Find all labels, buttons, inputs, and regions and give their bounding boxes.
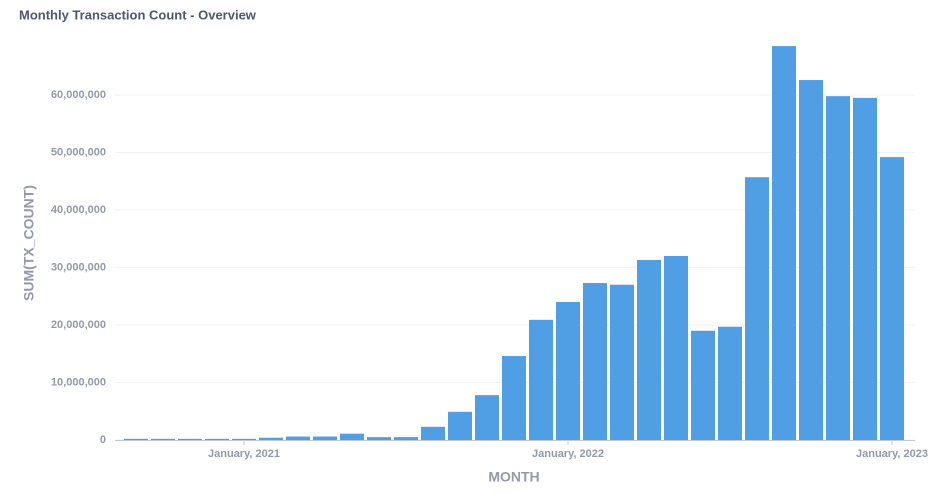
bar [556, 302, 580, 440]
bar [124, 438, 148, 440]
x-tick-label: January, 2022 [532, 448, 604, 460]
bar [664, 256, 688, 440]
chart-title: Monthly Transaction Count - Overview [19, 7, 257, 22]
bar [772, 46, 796, 440]
bar [286, 436, 310, 440]
bar [691, 330, 715, 440]
bar [205, 438, 229, 440]
bar [313, 436, 337, 440]
y-tick-label: 0 [100, 434, 106, 446]
bar [583, 283, 607, 440]
y-tick-label: 40,000,000 [51, 204, 106, 216]
bar [178, 438, 202, 440]
bar [799, 80, 823, 441]
bar [394, 437, 418, 440]
x-axis-label: MONTH [488, 469, 539, 485]
bar [340, 433, 364, 440]
bar [259, 437, 283, 440]
bar [853, 97, 877, 440]
x-tick-label: January, 2023 [856, 448, 928, 460]
bar [718, 326, 742, 440]
bar [151, 438, 175, 440]
y-tick-label: 50,000,000 [51, 146, 106, 158]
y-axis-label: SUM(TX_COUNT) [21, 185, 37, 301]
bar [529, 319, 553, 440]
y-tick-label: 60,000,000 [51, 89, 106, 101]
bar [502, 356, 526, 440]
bar [880, 157, 904, 440]
bar [232, 438, 256, 440]
bar [367, 437, 391, 440]
y-tick-label: 10,000,000 [51, 376, 106, 388]
x-tick-label: January, 2021 [208, 448, 280, 460]
bar [421, 426, 445, 440]
bar [448, 411, 472, 440]
bar [637, 260, 661, 440]
bar [475, 395, 499, 440]
bar [610, 284, 634, 440]
bar [826, 96, 850, 441]
y-tick-label: 30,000,000 [51, 261, 106, 273]
bar [745, 177, 769, 440]
y-tick-label: 20,000,000 [51, 319, 106, 331]
